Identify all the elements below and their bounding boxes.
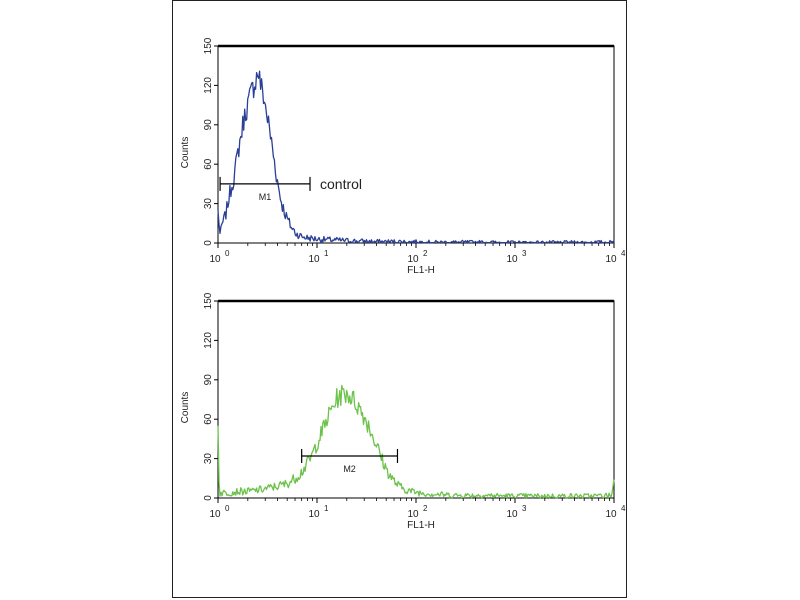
y-tick-label: 60 bbox=[203, 158, 214, 170]
y-tick-label: 0 bbox=[203, 495, 214, 501]
y-tick-label: 90 bbox=[203, 119, 214, 131]
x-tick-exponent: 0 bbox=[225, 504, 230, 513]
x-tick-label: 10 bbox=[308, 254, 320, 265]
histogram-series-line bbox=[217, 384, 615, 499]
x-tick-exponent: 3 bbox=[522, 504, 527, 513]
x-tick-label: 10 bbox=[605, 254, 617, 265]
y-tick-label: 30 bbox=[203, 198, 214, 210]
plot-area-border bbox=[217, 45, 615, 244]
y-tick-label: 60 bbox=[203, 413, 214, 425]
x-tick-exponent: 2 bbox=[423, 249, 428, 258]
y-tick-label: 120 bbox=[203, 332, 214, 349]
marker-gate-label: M2 bbox=[343, 464, 356, 474]
y-axis-title: Counts bbox=[180, 392, 191, 424]
x-tick-label: 10 bbox=[605, 509, 617, 520]
x-tick-label: 10 bbox=[506, 509, 518, 520]
plot-area-border bbox=[217, 300, 615, 499]
x-tick-label: 10 bbox=[308, 509, 320, 520]
y-tick-label: 30 bbox=[203, 453, 214, 465]
x-tick-label: 10 bbox=[209, 254, 221, 265]
marker-gate-label: M1 bbox=[259, 192, 272, 202]
y-tick-label: 150 bbox=[203, 37, 214, 54]
x-tick-exponent: 3 bbox=[522, 249, 527, 258]
x-tick-exponent: 1 bbox=[324, 504, 329, 513]
histogram-panel-1: 0 30 60 90 120 150 Counts 10 0 10 1 10 2 10 3 10 4 FL1-H M… bbox=[180, 37, 626, 276]
y-tick-label: 0 bbox=[203, 240, 214, 246]
histogram-series-line bbox=[217, 70, 615, 244]
histogram-panel-2: 0 30 60 90 120 150 Counts 10 0 10 1 10 2 10 3 10 4 FL1-H M… bbox=[180, 292, 626, 531]
x-tick-label: 10 bbox=[407, 254, 419, 265]
x-tick-label: 10 bbox=[407, 509, 419, 520]
x-tick-exponent: 1 bbox=[324, 249, 329, 258]
x-tick-label: 10 bbox=[209, 509, 221, 520]
y-tick-label: 150 bbox=[203, 292, 214, 309]
x-axis-title: FL1-H bbox=[407, 520, 435, 531]
x-axis-title: FL1-H bbox=[407, 265, 435, 276]
x-tick-label: 10 bbox=[506, 254, 518, 265]
x-tick-exponent: 0 bbox=[225, 249, 230, 258]
x-tick-exponent: 4 bbox=[621, 504, 626, 513]
annotation-label: control bbox=[320, 176, 362, 192]
y-tick-label: 90 bbox=[203, 374, 214, 386]
x-tick-exponent: 4 bbox=[621, 249, 626, 258]
y-axis-title: Counts bbox=[180, 137, 191, 169]
x-tick-exponent: 2 bbox=[423, 504, 428, 513]
y-tick-label: 120 bbox=[203, 77, 214, 94]
